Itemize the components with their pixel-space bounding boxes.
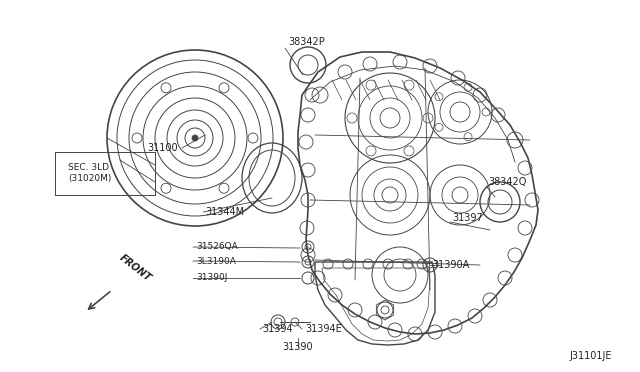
Text: J31101JE: J31101JE [570,351,612,361]
Text: 38342P: 38342P [288,37,324,47]
Text: 38342Q: 38342Q [488,177,526,187]
Text: 31100: 31100 [147,143,178,153]
Text: (31020M): (31020M) [68,173,111,183]
Text: 31397: 31397 [452,213,483,223]
Text: SEC. 3LD: SEC. 3LD [68,164,109,173]
Text: 31390: 31390 [283,342,314,352]
Text: 31394E: 31394E [305,324,342,334]
Text: 3L3190A: 3L3190A [196,257,236,266]
Circle shape [192,135,198,141]
Text: FRONT: FRONT [118,252,154,283]
Text: 31526QA: 31526QA [196,243,237,251]
Text: 31344M: 31344M [205,207,244,217]
Text: 31390A: 31390A [432,260,469,270]
Text: 31394: 31394 [262,324,292,334]
Text: 31390J: 31390J [196,273,227,282]
